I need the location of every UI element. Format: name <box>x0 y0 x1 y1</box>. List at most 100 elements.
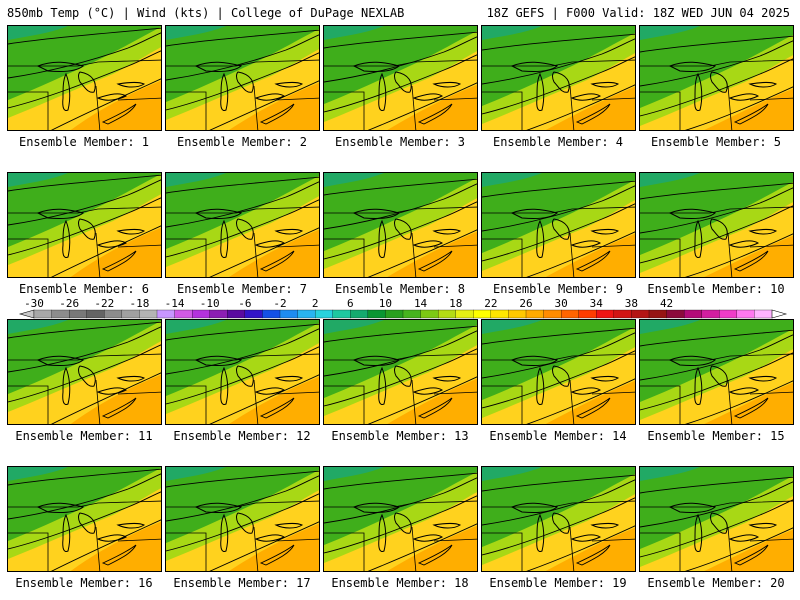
member-caption: Ensemble Member: 9 <box>492 282 624 296</box>
colorbar-segment <box>402 309 422 319</box>
member-caption: Ensemble Member: 14 <box>489 429 627 443</box>
cold-region <box>8 467 68 481</box>
member-caption: Ensemble Member: 20 <box>647 576 785 590</box>
great-lakes-outline <box>510 208 619 258</box>
colorbar-label: 6 <box>347 297 354 310</box>
hottest-region <box>387 378 477 424</box>
cold-region <box>640 173 700 187</box>
member-map <box>640 320 793 424</box>
state-borders <box>324 206 477 277</box>
state-borders <box>166 206 319 277</box>
colorbar-segment <box>683 309 703 319</box>
colorbar-label: -10 <box>200 297 220 310</box>
member-map <box>324 26 477 130</box>
member-caption: Ensemble Member: 5 <box>650 135 782 149</box>
colorbar-segment <box>385 309 404 319</box>
member-panel <box>7 319 162 425</box>
member-caption: Ensemble Member: 12 <box>173 429 311 443</box>
hottest-region <box>229 523 319 571</box>
member-map <box>8 467 161 571</box>
state-borders <box>640 206 793 277</box>
colorbar-label: 34 <box>590 297 604 310</box>
member-panel <box>481 319 636 425</box>
member-map <box>482 320 635 424</box>
great-lakes-outline <box>36 208 145 258</box>
colorbar-label: 18 <box>449 297 462 310</box>
great-lakes-outline <box>668 208 777 258</box>
colorbar-segment <box>350 309 369 319</box>
member-caption: Ensemble Member: 18 <box>331 576 469 590</box>
state-borders <box>8 500 161 571</box>
member-panel <box>639 466 794 572</box>
member-map <box>8 26 161 130</box>
colorbar-segment <box>367 309 386 319</box>
hottest-region <box>229 82 319 130</box>
colorbar-segment <box>297 309 316 319</box>
member-caption: Ensemble Member: 10 <box>647 282 785 296</box>
member-map <box>640 26 793 130</box>
member-map <box>324 467 477 571</box>
colorbar-segment <box>227 309 246 319</box>
colorbar-segment <box>121 309 140 319</box>
colorbar-label: 26 <box>519 297 532 310</box>
hottest-region <box>545 233 635 277</box>
temperature-contours <box>482 180 635 277</box>
hottest-region <box>387 525 477 571</box>
colorbar-segment <box>156 309 176 319</box>
hottest-region <box>545 527 635 571</box>
cold-region <box>166 173 226 187</box>
colorbar-label: 30 <box>555 297 568 310</box>
member-panel <box>639 172 794 278</box>
colorbar-segment <box>473 309 492 319</box>
colorbar-segment <box>191 309 211 319</box>
hottest-region <box>70 227 161 277</box>
member-panel <box>165 319 320 425</box>
cold-region <box>640 320 700 334</box>
colorbar-segment <box>332 309 351 319</box>
colorbar-segment <box>174 309 193 319</box>
temperature-contours <box>482 327 635 424</box>
colorbar-segment <box>596 309 615 319</box>
state-borders <box>324 59 477 130</box>
state-borders <box>166 353 319 424</box>
colorbar-arrow-left <box>18 309 35 319</box>
member-map <box>166 320 319 424</box>
colorbar-label: -22 <box>94 297 114 310</box>
colorbar-segment <box>437 309 457 319</box>
state-borders <box>324 500 477 571</box>
colorbar-segment <box>51 309 70 319</box>
great-lakes-outline <box>36 502 145 552</box>
member-caption: Ensemble Member: 13 <box>331 429 469 443</box>
colorbar-segment <box>543 309 562 319</box>
colorbar-segment <box>314 309 334 319</box>
colorbar-segment <box>244 309 263 319</box>
colorbar-segment <box>68 309 88 319</box>
member-panel <box>165 172 320 278</box>
member-map <box>166 26 319 130</box>
cold-region <box>8 26 68 40</box>
colorbar-segment <box>279 309 299 319</box>
state-borders <box>482 500 635 571</box>
hottest-region <box>70 521 161 571</box>
great-lakes-outline <box>194 208 303 258</box>
colorbar-segment <box>701 309 720 319</box>
temperature-contours <box>324 325 477 424</box>
member-caption: Ensemble Member: 16 <box>15 576 153 590</box>
member-map <box>324 320 477 424</box>
member-panel <box>165 25 320 131</box>
member-map <box>324 173 477 277</box>
cold-region <box>166 26 226 40</box>
member-panel <box>7 25 162 131</box>
state-borders <box>324 353 477 424</box>
temperature-contours <box>324 472 477 571</box>
temperature-contours <box>8 174 161 277</box>
cold-region <box>324 173 384 187</box>
cold-region <box>482 173 542 187</box>
colorbar-segment <box>209 309 228 319</box>
member-caption: Ensemble Member: 17 <box>173 576 311 590</box>
colorbar-label: -26 <box>59 297 79 310</box>
member-map <box>640 467 793 571</box>
temperature-contours <box>640 182 793 277</box>
chart-title: 850mb Temp (°C) | Wind (kts) | College o… <box>7 6 405 20</box>
member-caption: Ensemble Member: 8 <box>334 282 466 296</box>
